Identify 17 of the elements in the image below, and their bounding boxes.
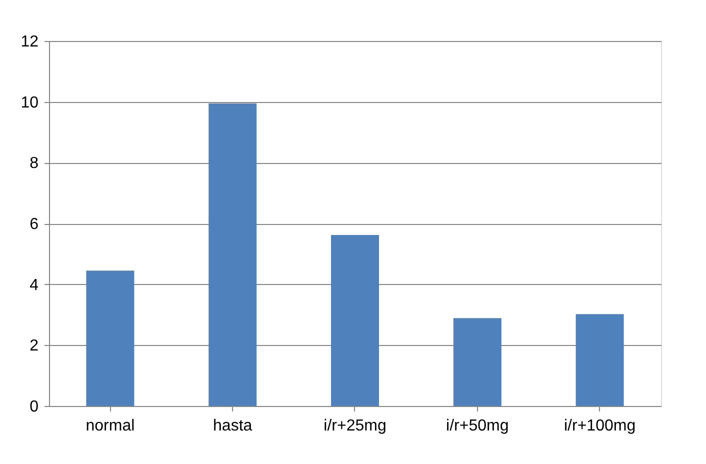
x-tick-label: normal (86, 418, 135, 434)
bar (86, 270, 134, 406)
y-tick-label: 10 (20, 94, 39, 112)
bar (331, 235, 379, 406)
bar (576, 314, 624, 406)
y-tick-label: 6 (30, 216, 39, 233)
y-tick-label: 8 (30, 155, 39, 172)
x-tick-label: hasta (213, 418, 252, 434)
y-tick-label: 4 (30, 276, 39, 294)
y-tick-label: 0 (30, 398, 39, 416)
x-tick-label: i/r+25mg (324, 418, 386, 434)
x-tick-label: i/r+50mg (446, 418, 509, 434)
bar (453, 318, 502, 406)
y-tick-label: 2 (30, 338, 39, 355)
x-tick-label: i/r+100mg (564, 418, 636, 434)
bar (208, 103, 257, 406)
y-tick-label: 12 (20, 34, 39, 50)
